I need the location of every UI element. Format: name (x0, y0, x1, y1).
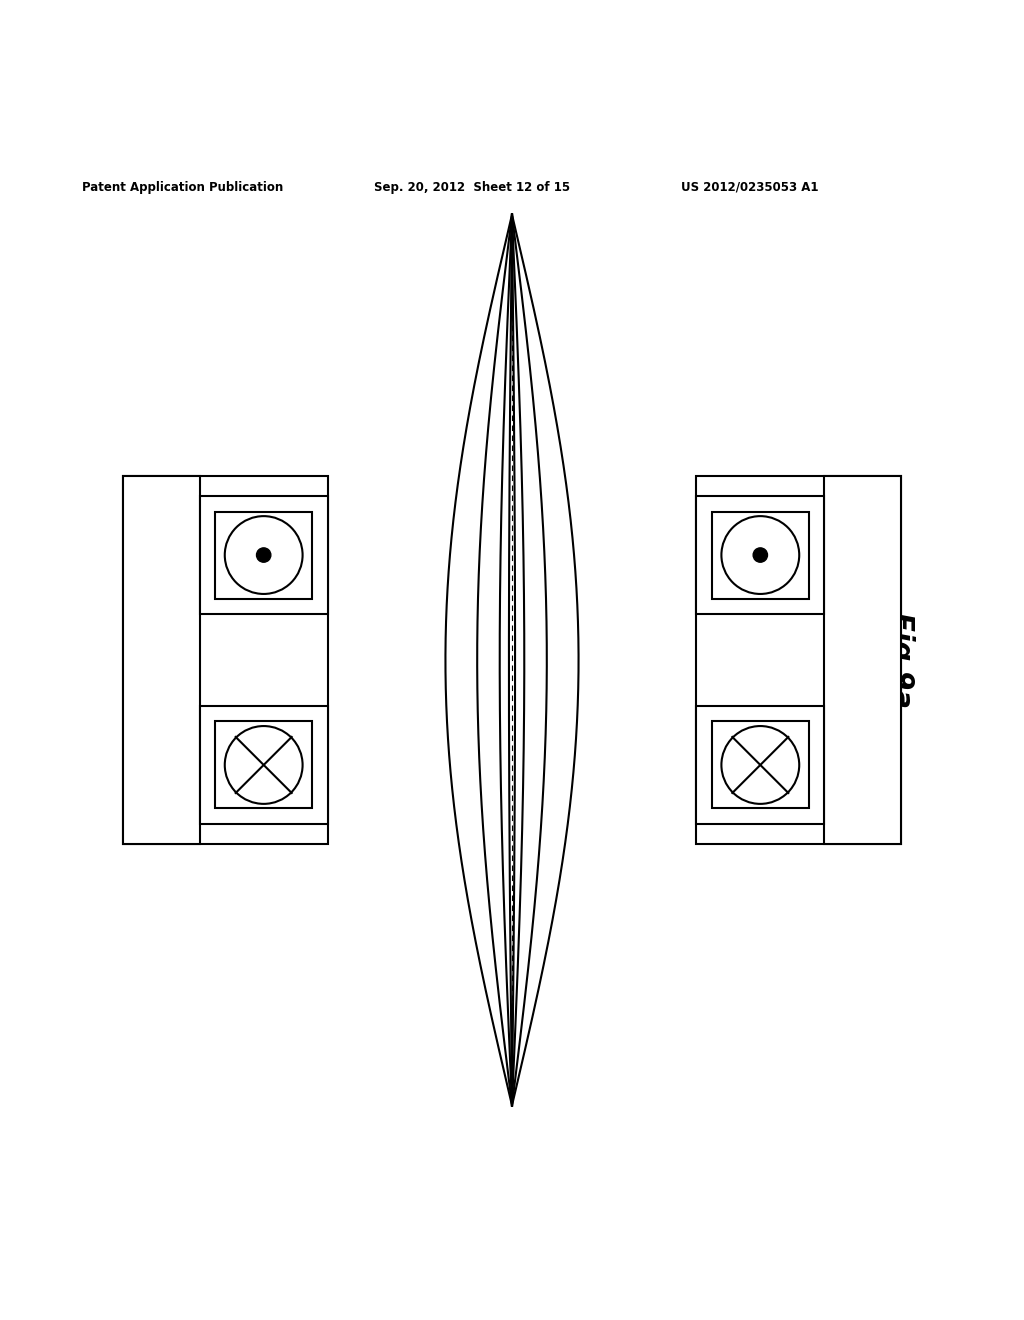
Bar (200, 496, 328, 614)
Bar (696, 706, 824, 824)
Bar (215, 512, 312, 598)
Text: Patent Application Publication: Patent Application Publication (82, 181, 284, 194)
Bar (712, 512, 809, 598)
Bar (215, 722, 312, 808)
Bar (712, 722, 809, 808)
Circle shape (256, 548, 270, 562)
Text: US 2012/0235053 A1: US 2012/0235053 A1 (681, 181, 818, 194)
Bar (696, 496, 824, 614)
Bar (200, 706, 328, 824)
Text: Fig 9a: Fig 9a (887, 612, 915, 708)
Bar (824, 475, 901, 845)
Bar (123, 475, 200, 845)
Circle shape (754, 548, 768, 562)
Text: Sep. 20, 2012  Sheet 12 of 15: Sep. 20, 2012 Sheet 12 of 15 (374, 181, 570, 194)
Bar (696, 475, 901, 845)
Bar (123, 475, 328, 845)
